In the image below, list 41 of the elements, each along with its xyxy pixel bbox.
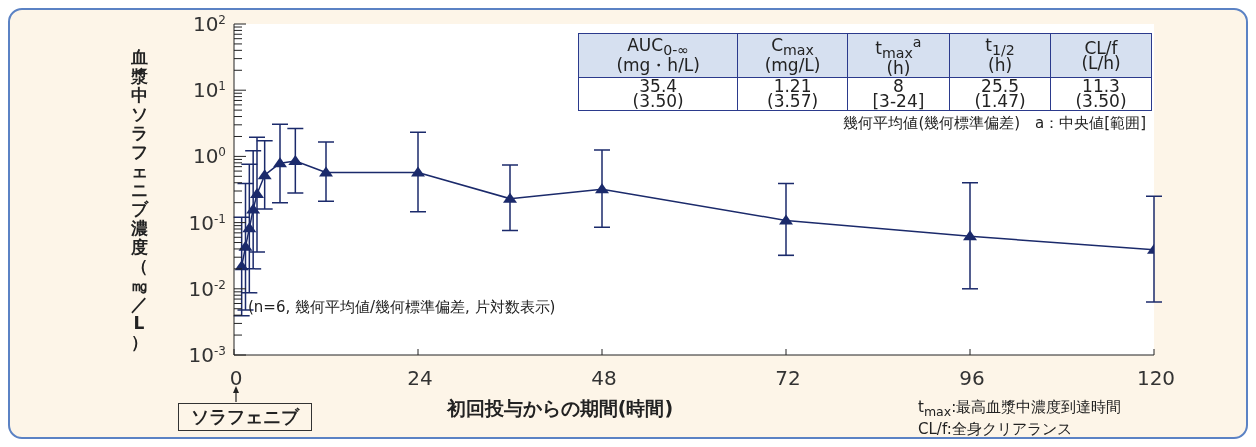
annotation: 35.4 (3.50) [632, 76, 684, 112]
text: t$_{max}$:最高血漿中濃度到達時間 [918, 398, 1122, 419]
annotation: CL/f (L/h) [1081, 37, 1121, 73]
annotation: 幾何平均値(幾何標準偏差) a：中央値[範囲] [843, 114, 1146, 132]
y-tick-label: 10$^{1}$ [192, 78, 226, 103]
y-tick-label: 10$^{2}$ [192, 12, 226, 36]
x-tick-label: 72 [775, 366, 801, 390]
point [963, 230, 977, 241]
x-tick-label: 96 [959, 366, 985, 390]
point [238, 240, 253, 251]
annotation: 8 [3-24] [872, 76, 925, 112]
annotation: AUC$_{0-∞}$ (mg・h/L) [616, 34, 700, 76]
annotation: 11.3 (3.50) [1075, 76, 1127, 112]
point [242, 222, 257, 233]
x-tick-label: 24 [407, 366, 433, 390]
point [257, 169, 272, 180]
y-tick-label: 10$^{-1}$ [188, 210, 226, 235]
y-tick-label: 10$^{-3}$ [188, 343, 226, 367]
x-tick-label: 48 [591, 366, 617, 390]
point [411, 166, 425, 177]
point [273, 157, 287, 168]
annotation: C$_{max}$ (mg/L) [764, 34, 821, 76]
point [246, 203, 261, 214]
text: ソラフェニブ [178, 403, 312, 431]
annotation: t$_{1/2}$ (h) [985, 34, 1015, 76]
x-tick-label: 0 [229, 366, 243, 390]
point [250, 188, 264, 199]
text: 血漿中ソラフェニブ濃度（㎎／L） [130, 47, 148, 352]
y-tick-label: 10$^{0}$ [192, 144, 226, 169]
x-axis-title: 初回投与からの期間(時間) [446, 397, 674, 419]
point [319, 166, 333, 177]
annotation: 1.21 (3.57) [767, 76, 819, 112]
x-tick-label: 120 [1136, 366, 1176, 390]
point [503, 192, 517, 203]
annotation: 25.5 (1.47) [974, 76, 1026, 112]
y-tick-label: 10$^{-2}$ [188, 276, 226, 301]
point [779, 214, 793, 225]
point [595, 183, 609, 194]
text: CL/f:全身クリアランス [918, 420, 1072, 438]
annotation: (n=6, 幾何平均値/幾何標準偏差, 片対数表示) [248, 298, 556, 316]
point [288, 155, 303, 166]
